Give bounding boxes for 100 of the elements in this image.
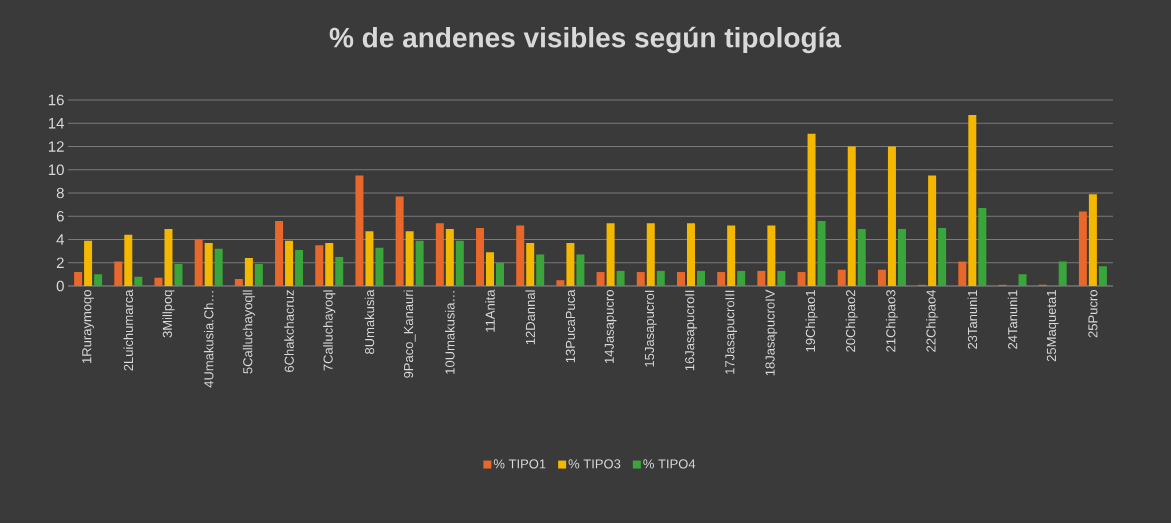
x-tick-label: 25Pucro <box>1088 290 1098 338</box>
bar <box>636 272 645 286</box>
x-tick-label: 21Chipao3 <box>885 290 898 352</box>
x-tick-label: 3Millpoq <box>162 290 175 338</box>
bar <box>285 240 294 286</box>
x-tick-label: 22Chipao4 <box>926 289 939 352</box>
bar <box>375 247 384 286</box>
y-tick-label: 16 <box>48 94 64 106</box>
legend-label: % TIPO4 <box>643 459 696 469</box>
legend-label: % TIPO1 <box>493 459 546 469</box>
bar <box>978 208 987 286</box>
bar <box>415 240 424 286</box>
bar <box>526 242 535 286</box>
bar <box>556 280 565 286</box>
bar <box>767 225 776 286</box>
bar <box>696 270 705 286</box>
x-tick-label: 20Chipao2 <box>845 290 858 352</box>
x-tick-label: 7Calluchayoql <box>323 290 336 371</box>
bar <box>315 245 324 286</box>
bar <box>616 270 625 286</box>
bar <box>737 270 746 286</box>
bar <box>717 272 726 286</box>
bar <box>958 261 967 286</box>
y-tick-label: 0 <box>56 280 64 292</box>
x-tick-label: 23Tanuni1 <box>967 290 978 349</box>
x-tick-label: 5Calluchayoqll <box>242 290 255 374</box>
x-tick-label: 19Chipao1 <box>805 290 818 352</box>
bar <box>134 276 143 286</box>
bar <box>1098 266 1107 286</box>
bar <box>968 115 977 286</box>
bar <box>566 242 575 286</box>
y-tick-label: 2 <box>56 257 64 268</box>
y-tick-label: 12 <box>48 141 64 152</box>
bar <box>325 242 334 286</box>
bar <box>244 258 253 286</box>
y-tick-label: 14 <box>48 118 65 129</box>
bar <box>817 220 826 286</box>
bar <box>355 175 364 286</box>
bar <box>254 263 263 286</box>
bar <box>757 270 766 286</box>
bar <box>1088 194 1097 286</box>
bar <box>1058 261 1067 286</box>
bar <box>676 272 685 286</box>
bar <box>877 269 886 286</box>
bar <box>174 263 183 286</box>
bar <box>1078 211 1087 286</box>
y-tick-label: 6 <box>56 210 64 222</box>
chart-title: % de andenes visibles según tipología <box>329 26 842 54</box>
bar <box>74 272 83 286</box>
x-tick-label: 15JasapucroI <box>644 290 657 367</box>
x-tick-label: 14Jasapucro <box>604 290 617 363</box>
bar <box>536 254 545 286</box>
bar <box>656 270 665 286</box>
bar <box>576 254 585 286</box>
x-tick-label: 6Chakchacruz <box>284 290 294 372</box>
bar <box>897 229 906 286</box>
x-tick-label: 13PucaPuca <box>565 289 575 363</box>
x-tick-label: 1Ruraymoqo <box>82 290 94 363</box>
x-tick-label: 9Paco_Kanauri <box>403 290 416 378</box>
x-tick-label: 10Umakusia… <box>445 291 455 374</box>
y-tick-label: 8 <box>56 187 64 199</box>
x-tick-label: 18JasapucroIV <box>765 289 778 376</box>
x-tick-label: 12Dannal <box>525 290 535 345</box>
bar <box>496 262 505 286</box>
x-tick-label: 4Umakusia.Ch… <box>203 291 214 388</box>
bar <box>837 269 846 286</box>
bar <box>646 223 655 286</box>
x-tick-label: 8Umakusia <box>364 289 375 354</box>
bar <box>1018 274 1027 286</box>
bar <box>686 223 695 286</box>
bar <box>445 229 454 286</box>
bar <box>476 227 485 286</box>
bar <box>435 223 444 286</box>
y-tick-label: 4 <box>56 234 65 245</box>
bar <box>124 234 133 286</box>
bar <box>606 223 615 286</box>
bar <box>486 252 495 286</box>
bar <box>938 227 947 286</box>
legend-label: % TIPO3 <box>568 459 621 469</box>
x-tick-label: 16JasapucroII <box>685 290 697 371</box>
bar <box>234 279 243 286</box>
bar <box>596 272 605 286</box>
x-tick-label: 17JasapucroIII <box>725 290 737 374</box>
x-tick-label: 2Luichumarca <box>123 289 134 371</box>
bar <box>727 225 736 286</box>
bar <box>154 277 163 286</box>
bar <box>847 146 856 286</box>
bar <box>455 240 464 286</box>
bar <box>395 196 404 286</box>
bar <box>164 229 173 286</box>
x-tick-label: 24Tanuni1 <box>1007 290 1018 349</box>
bar <box>204 242 213 286</box>
y-tick-label: 10 <box>48 164 64 176</box>
bar <box>335 256 344 286</box>
bar <box>84 240 93 286</box>
bar <box>194 239 203 286</box>
bar <box>295 249 304 286</box>
bar <box>516 225 525 286</box>
x-tick-label: 11Anita <box>485 289 495 332</box>
bar <box>365 231 374 286</box>
